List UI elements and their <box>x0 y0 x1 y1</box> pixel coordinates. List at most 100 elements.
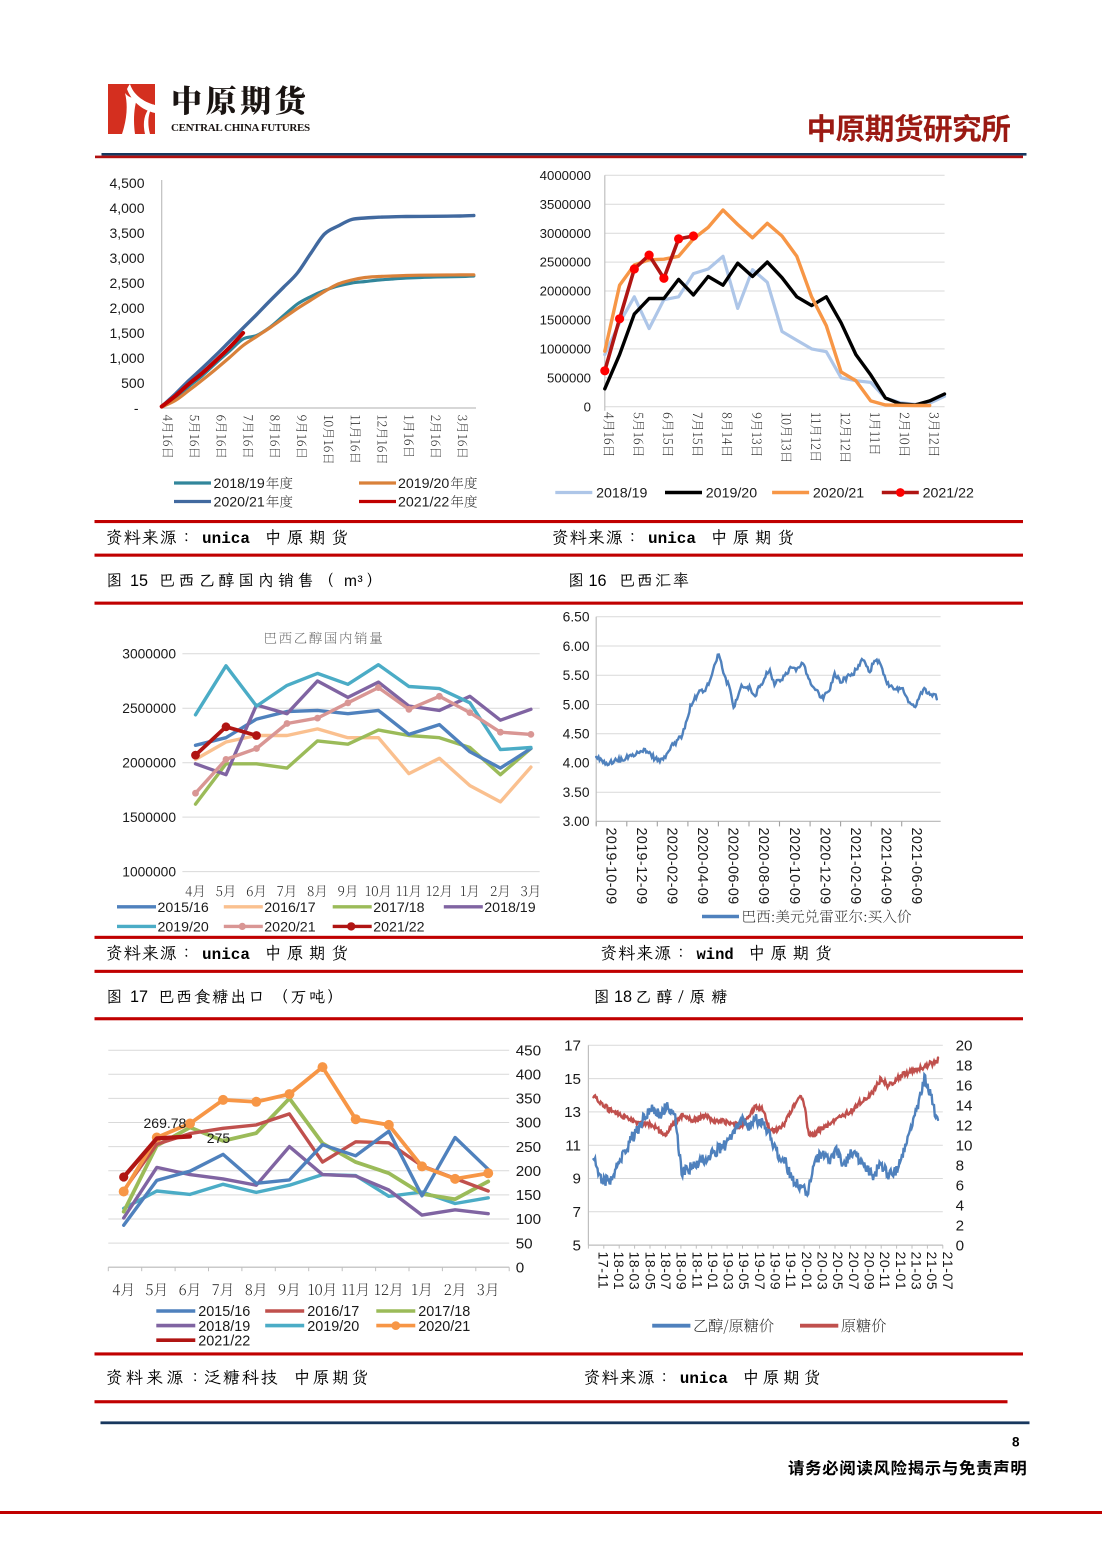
svg-text:2021/22: 2021/22 <box>923 486 974 502</box>
svg-text:17: 17 <box>564 1038 581 1055</box>
svg-text:500000: 500000 <box>547 370 591 385</box>
svg-text:2021/22: 2021/22 <box>198 1333 250 1349</box>
svg-text:4,000: 4,000 <box>109 200 144 216</box>
svg-text:2016/17: 2016/17 <box>264 900 315 916</box>
svg-text:5.00: 5.00 <box>563 697 590 712</box>
svg-text:1,000: 1,000 <box>109 350 144 366</box>
svg-text:19-09: 19-09 <box>768 1252 784 1291</box>
svg-text:21-01: 21-01 <box>893 1252 909 1291</box>
svg-text:9: 9 <box>573 1171 581 1188</box>
svg-text:5.50: 5.50 <box>563 668 590 683</box>
svg-text:19-01: 19-01 <box>705 1252 721 1291</box>
svg-text:16: 16 <box>589 572 607 590</box>
svg-text:3,000: 3,000 <box>109 250 144 266</box>
svg-text:11: 11 <box>565 1137 581 1154</box>
svg-text:2020/21: 2020/21 <box>264 920 315 936</box>
svg-text:2000000: 2000000 <box>122 756 176 771</box>
svg-text:unica: unica <box>202 530 250 548</box>
svg-text:2500000: 2500000 <box>540 255 591 270</box>
svg-text:2019/20: 2019/20 <box>307 1319 359 1335</box>
svg-text:269.78: 269.78 <box>144 1115 187 1131</box>
svg-text:2: 2 <box>956 1217 964 1234</box>
svg-text:2019/20: 2019/20 <box>398 476 449 492</box>
svg-text:4000000: 4000000 <box>540 168 591 183</box>
svg-text:4: 4 <box>956 1197 964 1214</box>
svg-text:2015/16: 2015/16 <box>198 1304 250 1320</box>
svg-text:2020-12-09: 2020-12-09 <box>816 828 832 905</box>
svg-text:2020/21: 2020/21 <box>214 495 265 511</box>
svg-text:3500000: 3500000 <box>540 197 591 212</box>
svg-text:CENTRAL CHINA FUTURES: CENTRAL CHINA FUTURES <box>171 122 310 134</box>
svg-text:19-11: 19-11 <box>783 1252 799 1290</box>
svg-text:2021-02-09: 2021-02-09 <box>847 828 863 905</box>
svg-text:16: 16 <box>956 1078 973 1095</box>
svg-text:17: 17 <box>130 988 148 1006</box>
svg-text:2019/20: 2019/20 <box>158 920 209 936</box>
svg-text:17-11: 17-11 <box>595 1252 611 1290</box>
svg-text:2,000: 2,000 <box>109 300 144 316</box>
svg-text:1000000: 1000000 <box>122 864 176 879</box>
svg-text:2018/19: 2018/19 <box>198 1319 250 1335</box>
svg-text:1500000: 1500000 <box>540 313 591 328</box>
svg-text:unica: unica <box>202 946 250 964</box>
svg-text:20-07: 20-07 <box>846 1252 862 1291</box>
svg-text:15: 15 <box>130 572 148 590</box>
svg-text:21-07: 21-07 <box>940 1252 956 1291</box>
svg-text:2018/19: 2018/19 <box>596 486 647 502</box>
svg-text:6.50: 6.50 <box>563 610 590 625</box>
svg-text:5: 5 <box>573 1237 581 1254</box>
svg-text:6: 6 <box>956 1177 964 1194</box>
svg-text:2020-06-09: 2020-06-09 <box>725 828 741 905</box>
svg-text:12: 12 <box>956 1117 973 1134</box>
svg-text:150: 150 <box>516 1187 541 1204</box>
svg-text:20-11: 20-11 <box>877 1252 893 1290</box>
svg-text:450: 450 <box>516 1042 541 1059</box>
svg-text:1500000: 1500000 <box>122 810 176 825</box>
svg-text:18-07: 18-07 <box>658 1252 674 1291</box>
svg-text:2016/17: 2016/17 <box>307 1304 359 1320</box>
svg-text:2019-12-09: 2019-12-09 <box>633 828 649 905</box>
svg-text:-: - <box>134 400 139 416</box>
svg-text:7: 7 <box>573 1204 581 1221</box>
svg-text:2500000: 2500000 <box>122 701 176 716</box>
svg-text:21-03: 21-03 <box>909 1252 925 1291</box>
svg-text:350: 350 <box>516 1091 541 1108</box>
svg-text:³: ³ <box>358 573 363 590</box>
svg-text:3,500: 3,500 <box>109 225 144 241</box>
svg-text:18-11: 18-11 <box>689 1252 705 1290</box>
svg-text:2021-06-09: 2021-06-09 <box>908 828 924 905</box>
svg-text:20: 20 <box>956 1038 973 1055</box>
svg-text:8: 8 <box>956 1157 964 1174</box>
svg-text:19-07: 19-07 <box>752 1252 768 1291</box>
svg-text:2020-04-09: 2020-04-09 <box>694 828 710 905</box>
svg-text:3.00: 3.00 <box>563 814 590 829</box>
svg-text:2015/16: 2015/16 <box>158 900 209 916</box>
svg-text:250: 250 <box>516 1139 541 1156</box>
svg-text:2021-04-09: 2021-04-09 <box>878 828 894 905</box>
svg-text:unica: unica <box>680 1370 728 1388</box>
svg-text:13: 13 <box>564 1104 581 1121</box>
svg-text:200: 200 <box>516 1163 541 1180</box>
svg-text:100: 100 <box>516 1211 541 1228</box>
svg-text:2019-10-09: 2019-10-09 <box>603 828 619 905</box>
svg-text:20-03: 20-03 <box>815 1252 831 1291</box>
svg-text:21-05: 21-05 <box>924 1252 940 1291</box>
svg-text:300: 300 <box>516 1115 541 1132</box>
svg-text:0: 0 <box>584 399 591 414</box>
svg-text:2,500: 2,500 <box>109 275 144 291</box>
svg-text:2021/22: 2021/22 <box>398 495 449 511</box>
svg-text:20-09: 20-09 <box>862 1252 878 1291</box>
svg-text:1,500: 1,500 <box>109 325 144 341</box>
svg-text:18: 18 <box>956 1058 973 1075</box>
svg-text:3000000: 3000000 <box>540 226 591 241</box>
svg-text:unica: unica <box>648 530 696 548</box>
svg-text:2018/19: 2018/19 <box>484 900 535 916</box>
svg-text:2019/20: 2019/20 <box>706 486 757 502</box>
svg-text:2020/21: 2020/21 <box>813 486 864 502</box>
svg-text:6.00: 6.00 <box>563 639 590 654</box>
svg-text:10: 10 <box>956 1137 973 1154</box>
svg-text:20-01: 20-01 <box>799 1252 815 1291</box>
svg-text:8: 8 <box>1012 1435 1020 1450</box>
svg-text:2020-10-09: 2020-10-09 <box>786 828 802 905</box>
svg-text:2020/21: 2020/21 <box>418 1319 470 1335</box>
